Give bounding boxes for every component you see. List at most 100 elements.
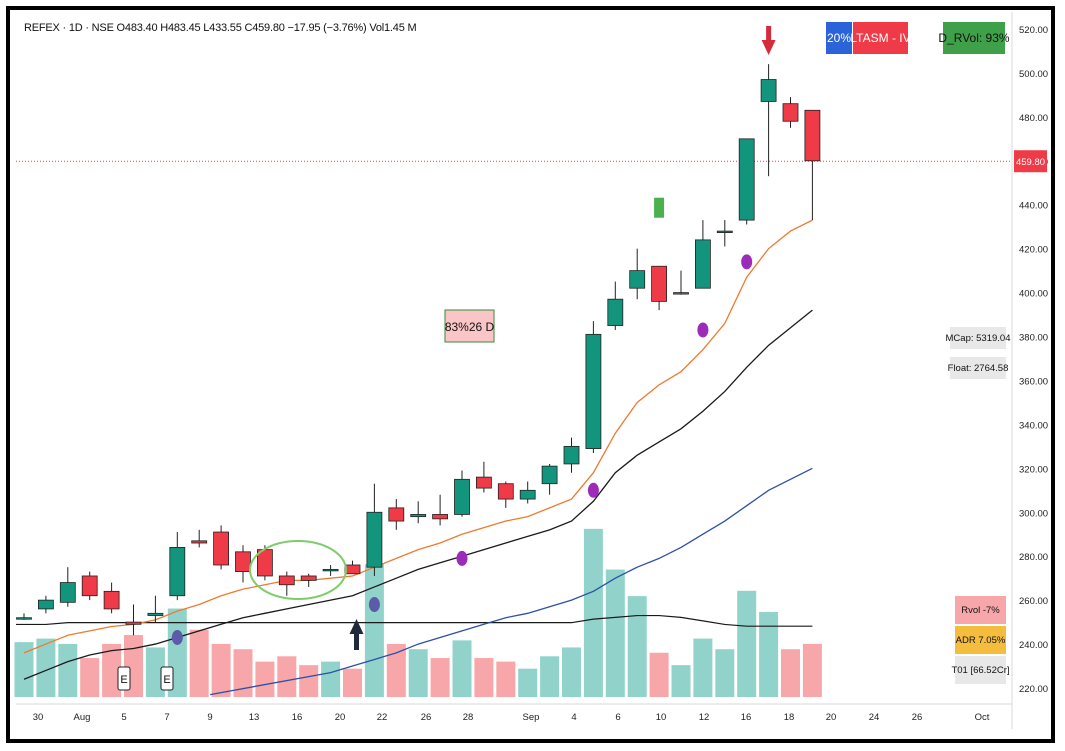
volume-bar [518, 668, 538, 697]
x-tick-label: 7 [164, 712, 169, 723]
y-tick-label: 260.00 [1019, 596, 1048, 607]
x-tick-label: 20 [826, 712, 837, 723]
signal-dot [368, 597, 380, 613]
candle-down [475, 476, 492, 489]
symbol-header: REFEX · 1D · NSE O483.40 H483.45 L433.55… [24, 22, 417, 34]
y-tick-label: 320.00 [1019, 464, 1048, 475]
volume-bar [430, 658, 450, 697]
y-tick-label: 400.00 [1019, 289, 1048, 300]
y-tick-label: 440.00 [1019, 201, 1048, 212]
volume-bar [649, 652, 669, 697]
candle-up [16, 617, 32, 620]
x-tick-label: 22 [377, 712, 388, 723]
candle-down [235, 551, 251, 572]
x-tick-label: 5 [121, 712, 126, 723]
y-tick-label: 420.00 [1019, 245, 1048, 256]
rvol-label: Rvol -7% [955, 596, 1006, 624]
candle-down [804, 109, 821, 162]
ltasm-badge: LTASM - IV [850, 22, 911, 54]
x-tick-label: 24 [869, 712, 880, 723]
down-arrow-icon [761, 26, 776, 55]
volume-bar [343, 668, 362, 697]
earnings-marker-label: E [163, 674, 170, 686]
candle-down [782, 103, 799, 122]
candle-up [147, 612, 164, 616]
up-arrow-icon [349, 619, 364, 650]
volume-bar [540, 656, 560, 697]
y-tick-label: 360.00 [1019, 376, 1048, 387]
ema-fast-line [23, 219, 813, 654]
x-tick-label: 16 [741, 712, 752, 723]
signal-dot [741, 254, 753, 270]
volume-bar [386, 643, 406, 697]
candle-up [366, 511, 383, 568]
volume-bar [80, 658, 100, 697]
y-tick-label: 240.00 [1019, 640, 1048, 651]
x-tick-label: 4 [571, 712, 576, 723]
candle-down [497, 483, 514, 500]
volume-bar [277, 656, 297, 697]
earnings-marker-icon [117, 666, 131, 691]
candle-down [344, 564, 361, 575]
earnings-marker-label: E [120, 674, 127, 686]
candle-up [519, 489, 536, 500]
x-tick-label: 28 [463, 712, 474, 723]
volume-bar [737, 590, 757, 697]
candle-down [81, 575, 98, 597]
volume-bar [583, 528, 603, 697]
candle-up [695, 239, 711, 289]
candle-down [191, 540, 208, 544]
consolidation-highlight [249, 540, 347, 600]
y-tick-label: 300.00 [1019, 508, 1048, 519]
volume-bar [189, 629, 209, 697]
volume-bar [102, 643, 122, 697]
candle-up [607, 298, 624, 326]
volume-bar [759, 612, 779, 697]
x-tick-label: 6 [615, 712, 620, 723]
x-tick-label: 10 [656, 712, 667, 723]
volume-bar [802, 643, 822, 697]
last-price-tag [1014, 150, 1047, 173]
x-tick-label: 18 [784, 712, 795, 723]
volume-bar [693, 638, 713, 697]
volume-bar [211, 643, 231, 697]
candle-up [169, 547, 186, 597]
candle-down [300, 575, 317, 581]
candle-up [410, 514, 427, 518]
candle-down [388, 507, 405, 522]
annotation-label: 83%26 D [445, 320, 495, 334]
candle-down [103, 590, 120, 610]
volume-bar [364, 564, 384, 697]
x-tick-label: 30 [33, 712, 44, 723]
volume-bar [627, 596, 647, 697]
y-tick-label: 340.00 [1019, 420, 1048, 431]
y-tick-label: 500.00 [1019, 69, 1048, 80]
candle-up [38, 599, 54, 610]
candle-up [59, 582, 76, 603]
volume-bar [299, 665, 319, 697]
adr-label: ADR 7.05% [955, 626, 1006, 654]
candle-up [585, 333, 602, 449]
volume-bar [255, 661, 275, 697]
turnover-label: T01 [66.52Cr] [951, 656, 1010, 684]
candle-up [563, 445, 580, 465]
volume-bar [474, 658, 494, 697]
signal-dot [456, 550, 468, 566]
candle-down [213, 531, 230, 566]
candle-up [738, 138, 755, 221]
y-tick-label: 380.00 [1019, 333, 1048, 344]
y-tick-label: 280.00 [1019, 552, 1048, 563]
volume-bar [408, 649, 428, 697]
candle-up [322, 568, 339, 572]
volume-bar [145, 647, 165, 697]
rs-badge: 20% [826, 22, 852, 54]
y-tick-label: 480.00 [1019, 113, 1048, 124]
candle-down [432, 514, 449, 520]
x-tick-label: 13 [249, 712, 260, 723]
volume-bar [781, 649, 800, 697]
y-tick-label: 220.00 [1019, 684, 1048, 695]
candle-down [125, 621, 142, 625]
volume-bar [496, 661, 516, 697]
x-tick-label: 26 [421, 712, 432, 723]
